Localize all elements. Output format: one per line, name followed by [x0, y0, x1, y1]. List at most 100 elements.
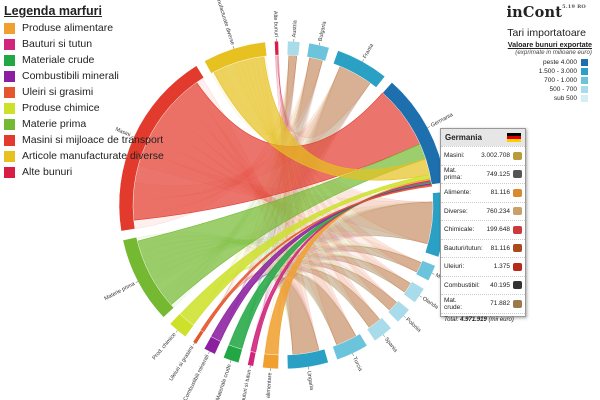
arc-bulgaria[interactable] [306, 42, 330, 62]
incont-logo: inCont5.19 RO [506, 4, 586, 21]
arc-bauturi-si-tutun[interactable] [247, 351, 257, 367]
log-icon [513, 299, 522, 308]
scale-row: peste 4.000 [506, 59, 592, 66]
arc-tick [431, 273, 435, 275]
tooltip-header: Germania [441, 129, 525, 146]
tooltip-row-value: 71.882 [490, 300, 510, 308]
arc-olanda[interactable] [403, 281, 425, 303]
arc-materie-prima[interactable] [122, 236, 175, 318]
tooltip-row-label: Alimente: [444, 189, 472, 197]
chord-label: Bulgaria [318, 20, 329, 42]
chord-label: Alte bunuri [272, 11, 279, 38]
arc-tick [232, 46, 235, 49]
scale-title: Valoare bunuri exportate [507, 40, 592, 49]
tooltip-row-value: 81.116 [490, 189, 510, 197]
legend-item[interactable]: Produse alimentare [4, 22, 164, 34]
arc-ungaria[interactable] [286, 348, 329, 370]
chord-label: Prod. alimentare [264, 372, 273, 400]
legend-swatch [4, 39, 15, 50]
arc-tick [131, 135, 134, 138]
tooltip-country: Germania [445, 133, 482, 142]
arc-austria[interactable] [286, 40, 301, 57]
legend-item[interactable]: Masini si mijloace de transport [4, 134, 164, 146]
tooltip-row-value: 3.002.708 [481, 152, 510, 160]
arc-prod-chimice[interactable] [169, 313, 195, 338]
arc-marea-britanie[interactable] [415, 260, 436, 282]
arc-tick [383, 334, 385, 337]
legend-swatch [4, 119, 15, 130]
scale-label: sub 500 [553, 95, 577, 102]
legend-label: Uleiri si grasimi [22, 86, 94, 98]
arc-articole-manufacturate-diverse[interactable] [204, 41, 268, 74]
legend-label: Bauturi si tutun [22, 38, 93, 50]
logo-small-text: 5.19 RO [562, 4, 586, 10]
tooltip-row-value: 760.234 [486, 207, 511, 215]
chord-label: Prod. chimice [152, 332, 178, 361]
arc-polonia[interactable] [387, 300, 410, 323]
chord-label: Germania [430, 112, 455, 129]
legend-label: Produse chimice [22, 102, 100, 114]
tooltip-row-value: 81.116 [490, 244, 510, 252]
flow-ribbon[interactable] [200, 184, 433, 333]
legend-swatch [4, 103, 15, 114]
scale-subtitle: (exprimate in milioane euro) [515, 49, 592, 56]
tooltip-row: Diverse: 760.234 [441, 201, 525, 221]
scale-row: 700 - 1.000 [506, 77, 592, 84]
arc-prod-alimentare[interactable] [262, 353, 280, 370]
tooltip-row-label: Combustibil: [444, 281, 480, 289]
scale-row: 500 - 700 [506, 86, 592, 93]
legend-item[interactable]: Produse chimice [4, 102, 164, 114]
tooltip-row-value: 1.375 [493, 263, 510, 271]
arc-tick [352, 353, 354, 356]
tooltip-row: Mat. prima: 749.125 [441, 164, 525, 184]
tooltip-row: Masini: 3.002.708 [441, 146, 525, 165]
chord-label: Austria [292, 19, 299, 37]
arc-turcia[interactable] [332, 333, 368, 361]
legend-item[interactable]: Materiale crude [4, 54, 164, 66]
arc-alte-bunuri[interactable] [274, 40, 280, 56]
fuel-icon [513, 281, 522, 290]
arc-combustibili-minerali[interactable] [203, 336, 222, 355]
legend-swatch [4, 55, 15, 66]
scale-swatch [581, 59, 588, 66]
tooltip-row-label: Mat. crude: [444, 296, 463, 311]
arc-masini[interactable] [118, 65, 205, 232]
tooltip-row-label: Mat. prima: [444, 167, 463, 182]
arc-tick [135, 281, 139, 283]
legend-item[interactable]: Uleiri si grasimi [4, 86, 164, 98]
arc-tick [403, 315, 406, 318]
legend-label: Masini si mijloace de transport [22, 134, 164, 146]
tooltip-row: Chimicale: 199.648 [441, 220, 525, 239]
legend-item[interactable]: Articole manufacturate diverse [4, 150, 164, 162]
country-tooltip: Germania Masini: 3.002.708 Mat. prima: 749.… [440, 128, 526, 323]
machine-icon [513, 170, 522, 179]
legend-label: Materie prima [22, 118, 87, 130]
arc-tick [192, 342, 195, 346]
arc-franta[interactable] [332, 50, 386, 88]
arc-tick [208, 351, 210, 354]
legend-item[interactable]: Materie prima [4, 118, 164, 130]
arc-tick [318, 42, 321, 46]
scale-row: sub 500 [506, 95, 592, 102]
chord-label: Materie prima [103, 281, 136, 302]
tooltip-row: Combustibil: 40.195 [441, 275, 525, 295]
legend-label: Materiale crude [22, 54, 95, 66]
legend-item[interactable]: Combustibili minerali [4, 70, 164, 82]
tooltip-row-label: Diverse: [444, 207, 468, 215]
legend-swatch [4, 167, 15, 178]
legend-item[interactable]: Bauturi si tutun [4, 38, 164, 50]
legend-swatch [4, 151, 15, 162]
legend-item[interactable]: Alte bunuri [4, 166, 164, 178]
total-value: 4.971.919 [460, 316, 487, 323]
arc-spania[interactable] [366, 317, 392, 342]
arc-uleiuri-si-grasimi[interactable] [192, 329, 204, 345]
oil-icon [513, 262, 522, 271]
chord-label: Bauturi si tutun [240, 369, 253, 400]
total-label: Total: [444, 316, 459, 323]
arc-germania[interactable] [382, 82, 446, 185]
tooltip-row: Mat. crude: 71.882 [441, 294, 525, 313]
tooltip-total: Total: 4.971.919 (mii euro) [441, 312, 525, 326]
flask-icon [513, 225, 522, 234]
arc-materiale-crude[interactable] [223, 344, 243, 364]
